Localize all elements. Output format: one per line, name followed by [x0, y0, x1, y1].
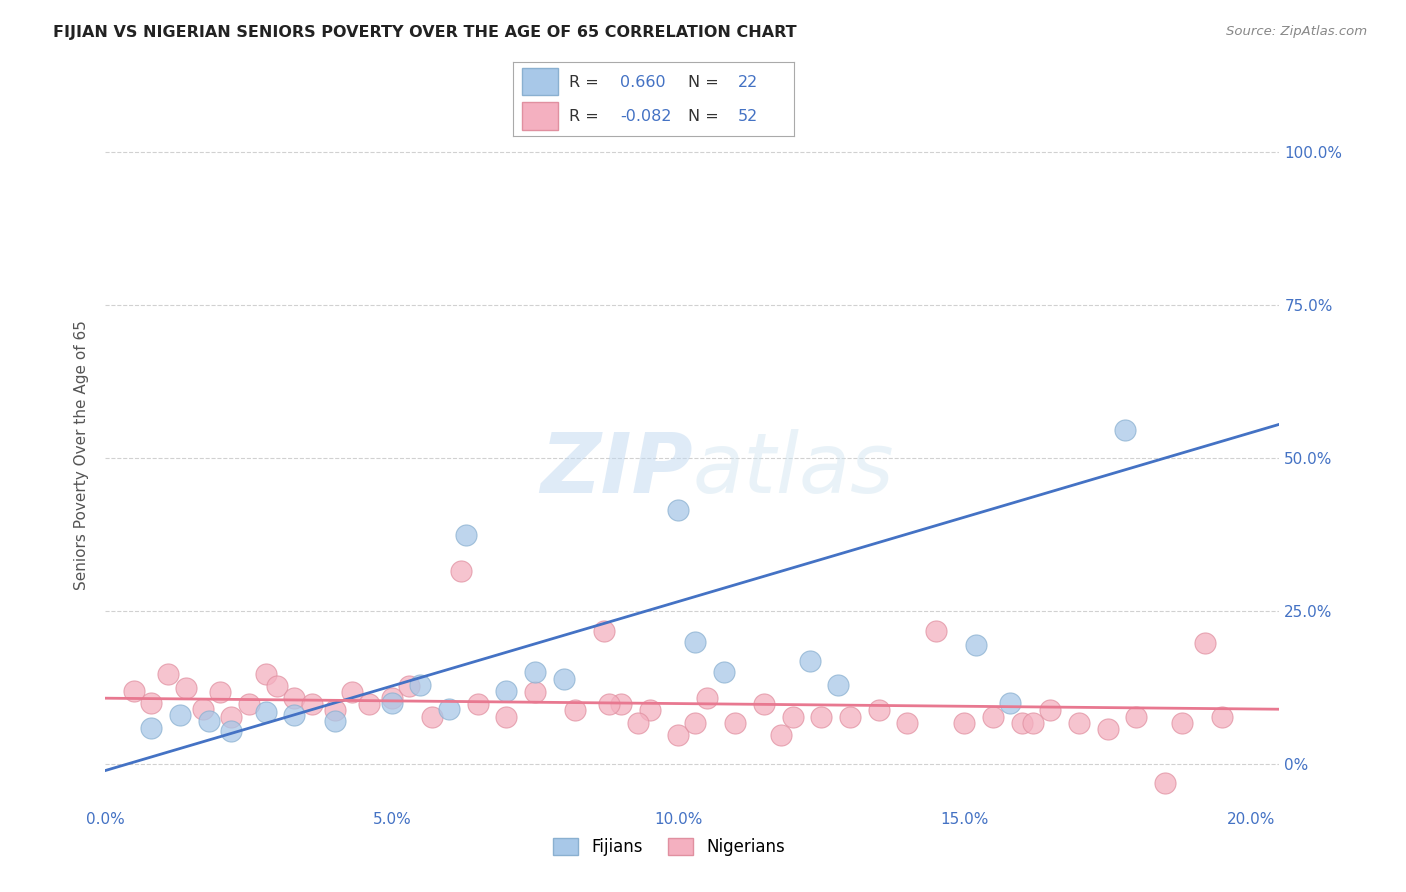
Point [1154, 776, 1177, 790]
Point [965, 638, 987, 652]
Point [357, 698, 380, 712]
Point [1067, 715, 1090, 730]
Point [467, 698, 489, 712]
Point [398, 679, 420, 693]
Point [752, 698, 775, 712]
Point [598, 698, 620, 712]
Point [381, 691, 404, 706]
Point [221, 723, 243, 738]
Text: R =: R = [569, 76, 605, 90]
Text: R =: R = [569, 109, 605, 124]
Point [340, 685, 363, 699]
Point [782, 709, 804, 723]
Point [666, 503, 689, 517]
Point [896, 715, 918, 730]
Point [868, 703, 890, 717]
Point [141, 721, 163, 735]
Point [266, 679, 288, 693]
Point [122, 683, 145, 698]
Point [208, 685, 231, 699]
Text: N =: N = [688, 76, 724, 90]
Point [191, 702, 214, 716]
Text: 0.660: 0.660 [620, 76, 665, 90]
Point [713, 665, 735, 680]
Point [685, 635, 707, 649]
Point [1039, 703, 1062, 717]
Point [592, 624, 614, 638]
Point [685, 715, 707, 730]
Point [839, 709, 862, 723]
Point [1011, 715, 1033, 730]
Point [238, 698, 260, 712]
Point [254, 706, 277, 720]
Text: 22: 22 [738, 76, 758, 90]
Point [157, 666, 180, 681]
Point [323, 703, 346, 717]
Point [925, 624, 948, 638]
Point [1022, 715, 1045, 730]
Point [810, 709, 832, 723]
Point [638, 703, 661, 717]
Text: -0.082: -0.082 [620, 109, 672, 124]
Point [666, 728, 689, 742]
Point [437, 702, 460, 716]
Point [254, 666, 277, 681]
Point [610, 698, 633, 712]
Point [799, 655, 821, 669]
Point [696, 691, 718, 706]
Point [1097, 722, 1119, 736]
Text: Source: ZipAtlas.com: Source: ZipAtlas.com [1226, 25, 1367, 38]
Point [323, 714, 346, 729]
Point [495, 709, 517, 723]
Y-axis label: Seniors Poverty Over the Age of 65: Seniors Poverty Over the Age of 65 [75, 320, 90, 590]
Text: 52: 52 [738, 109, 758, 124]
Point [770, 728, 793, 742]
Point [221, 709, 243, 723]
Point [169, 708, 191, 723]
Point [1211, 709, 1233, 723]
Point [523, 665, 546, 680]
Point [953, 715, 976, 730]
Point [1194, 636, 1216, 650]
Point [283, 708, 305, 723]
Point [141, 696, 163, 710]
Point [450, 565, 472, 579]
Point [523, 685, 546, 699]
Point [724, 715, 747, 730]
Text: N =: N = [688, 109, 724, 124]
FancyBboxPatch shape [522, 68, 558, 95]
Point [301, 698, 323, 712]
Point [1171, 715, 1194, 730]
Legend: Fijians, Nigerians: Fijians, Nigerians [547, 830, 792, 863]
Point [553, 672, 575, 686]
Point [197, 714, 219, 729]
Point [564, 703, 586, 717]
Point [283, 691, 305, 706]
Point [456, 527, 478, 541]
Point [1125, 709, 1147, 723]
Point [627, 715, 650, 730]
Point [381, 696, 404, 710]
Point [1114, 424, 1136, 438]
Point [981, 709, 1004, 723]
Point [420, 709, 443, 723]
Point [827, 678, 849, 692]
Text: ZIP: ZIP [540, 428, 693, 509]
FancyBboxPatch shape [522, 102, 558, 129]
Text: atlas: atlas [693, 428, 894, 509]
Point [495, 683, 517, 698]
Point [1000, 696, 1022, 710]
Point [409, 678, 432, 692]
Point [174, 681, 197, 695]
Text: FIJIAN VS NIGERIAN SENIORS POVERTY OVER THE AGE OF 65 CORRELATION CHART: FIJIAN VS NIGERIAN SENIORS POVERTY OVER … [53, 25, 797, 40]
